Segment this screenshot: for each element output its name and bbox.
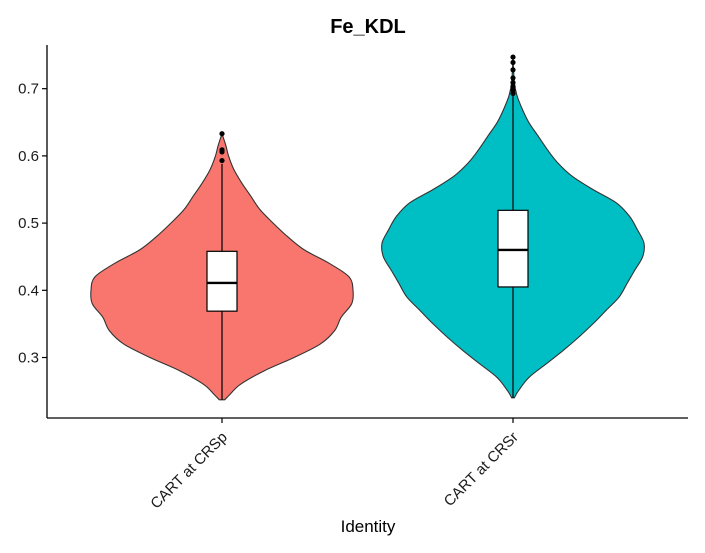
y-tick-label: 0.4 (18, 282, 39, 299)
outlier-point (510, 84, 516, 90)
chart-title: Fe_KDL (330, 16, 406, 38)
x-axis-title: Identity (341, 517, 396, 536)
y-tick-label: 0.3 (18, 350, 39, 367)
outlier-point (510, 59, 516, 66)
outlier-point (219, 147, 225, 153)
violin-group (90, 54, 645, 401)
x-axis-ticks: CART at CRSp CART at CRSr (147, 418, 522, 512)
x-tick-label: CART at CRSp (147, 429, 231, 513)
outlier-point (510, 54, 516, 60)
outlier-point (219, 131, 225, 137)
y-tick-label: 0.6 (18, 148, 39, 165)
outlier-point (219, 157, 225, 164)
y-tick-label: 0.7 (18, 81, 39, 98)
x-tick-label: CART at CRSr (441, 429, 522, 510)
y-tick-label: 0.5 (18, 215, 39, 232)
box-iqr (206, 250, 238, 312)
outlier-point (510, 80, 516, 86)
y-axis-ticks: 0.3 0.4 0.5 0.6 0.7 (18, 81, 47, 367)
outlier-point (510, 75, 516, 81)
box-iqr (497, 209, 529, 288)
outlier-point (510, 67, 516, 73)
